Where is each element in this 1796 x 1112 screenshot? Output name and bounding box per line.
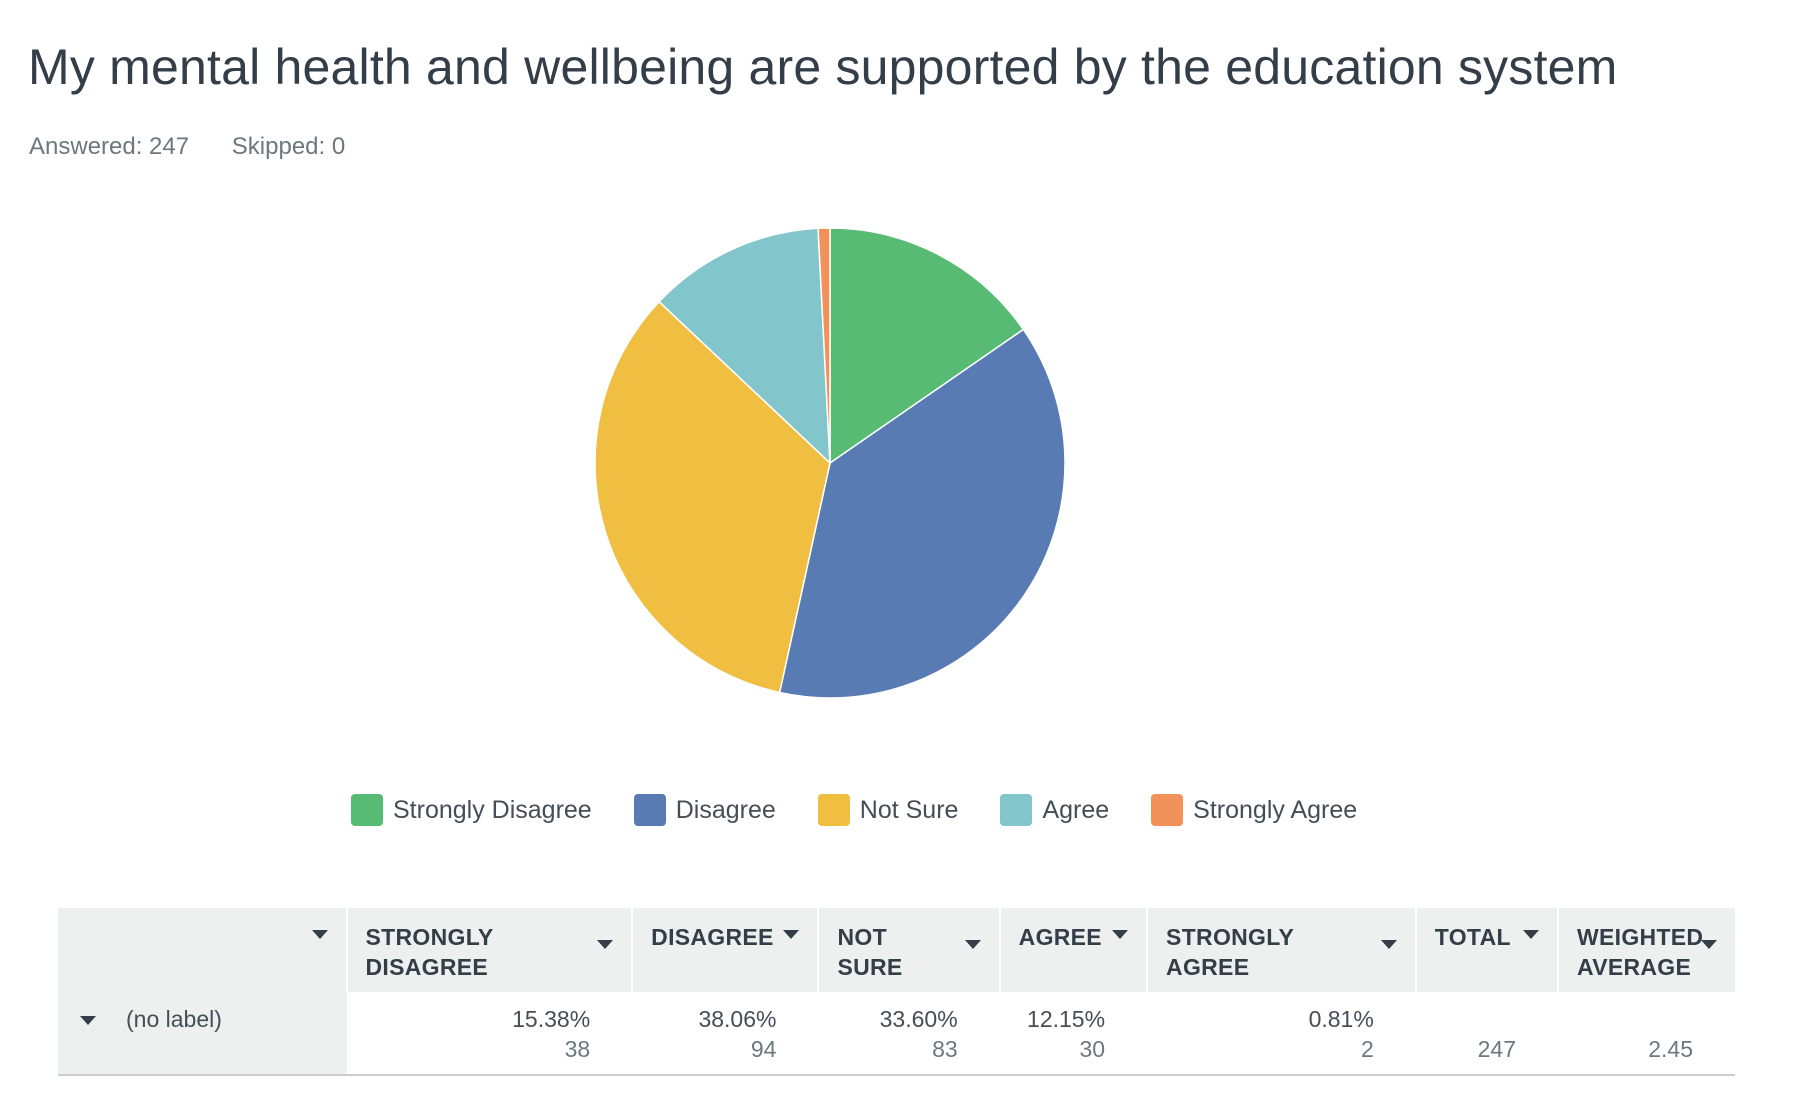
sort-caret-icon[interactable] <box>311 930 328 939</box>
sort-caret-icon[interactable] <box>783 930 800 939</box>
column-header-label[interactable] <box>58 908 348 992</box>
page-title: My mental health and wellbeing are suppo… <box>28 39 1618 95</box>
pie-slice-strongly-agree[interactable] <box>817 227 831 464</box>
legend-item[interactable]: Not Sure <box>817 794 959 826</box>
legend-swatch <box>817 794 850 826</box>
expand-caret-icon[interactable] <box>80 1016 96 1025</box>
sort-caret-icon[interactable] <box>1523 930 1539 939</box>
table-cell: 0.81% 2 <box>1147 992 1416 1076</box>
response-stats: Answered: 247 Skipped: 0 <box>29 133 381 161</box>
legend-item[interactable]: Strongly Disagree <box>351 794 592 826</box>
chart-legend: Strongly Disagree Disagree Not Sure Agre… <box>351 794 1399 826</box>
pie-slice-disagree[interactable] <box>778 328 1066 699</box>
answered-count: Answered: 247 <box>29 133 190 160</box>
legend-label: Strongly Agree <box>1193 795 1358 824</box>
legend-swatch <box>1151 794 1184 826</box>
table-cell: 12.15% 30 <box>999 992 1148 1076</box>
skipped-count: Skipped: 0 <box>231 133 346 160</box>
table-cell: 247 <box>1415 992 1558 1076</box>
legend-item[interactable]: Agree <box>1000 794 1109 826</box>
sort-caret-icon[interactable] <box>597 940 614 949</box>
pie-slice-strongly-disagree[interactable] <box>829 227 1025 465</box>
legend-swatch <box>351 794 383 826</box>
column-header-strongly-disagree[interactable]: STRONGLY DISAGREE <box>346 908 634 992</box>
legend-item[interactable]: Disagree <box>633 794 776 826</box>
sort-caret-icon[interactable] <box>964 940 981 949</box>
legend-label: Not Sure <box>859 795 959 824</box>
legend-swatch <box>633 794 666 826</box>
table-row: (no label) 15.38% 38 38.06% 94 33.60% 83 12… <box>58 992 1735 1076</box>
column-header-not-sure[interactable]: NOT SURE <box>818 908 1001 992</box>
table-cell: 15.38% 38 <box>346 992 633 1076</box>
legend-label: Disagree <box>675 795 776 824</box>
column-header-strongly-agree[interactable]: STRONGLY AGREE <box>1147 908 1417 992</box>
column-header-disagree[interactable]: DISAGREE <box>632 908 820 992</box>
legend-item[interactable]: Strongly Agree <box>1151 794 1357 826</box>
sort-caret-icon[interactable] <box>1380 940 1397 949</box>
table-header-row: STRONGLY DISAGREE DISAGREE NOT SURE AGRE… <box>58 908 1735 992</box>
pie-slice-not-sure[interactable] <box>594 300 831 694</box>
row-label-cell[interactable]: (no label) <box>58 992 347 1076</box>
row-label: (no label) <box>126 1006 222 1032</box>
sort-caret-icon[interactable] <box>1112 930 1129 939</box>
legend-swatch <box>1000 794 1033 826</box>
column-header-weighted-average[interactable]: WEIGHTED AVERAGE <box>1558 908 1735 992</box>
legend-label: Strongly Disagree <box>393 795 592 824</box>
column-header-total[interactable]: TOTAL <box>1415 908 1560 992</box>
legend-label: Agree <box>1042 795 1110 824</box>
table-cell: 33.60% 83 <box>818 992 1000 1076</box>
sort-caret-icon[interactable] <box>1701 940 1717 949</box>
results-table: STRONGLY DISAGREE DISAGREE NOT SURE AGRE… <box>58 908 1735 1076</box>
table-cell: 2.45 <box>1558 992 1735 1076</box>
pie-chart <box>594 227 1066 699</box>
table-cell: 38.06% 94 <box>632 992 819 1076</box>
pie-slice-agree[interactable] <box>658 227 831 465</box>
column-header-agree[interactable]: AGREE <box>999 908 1149 992</box>
